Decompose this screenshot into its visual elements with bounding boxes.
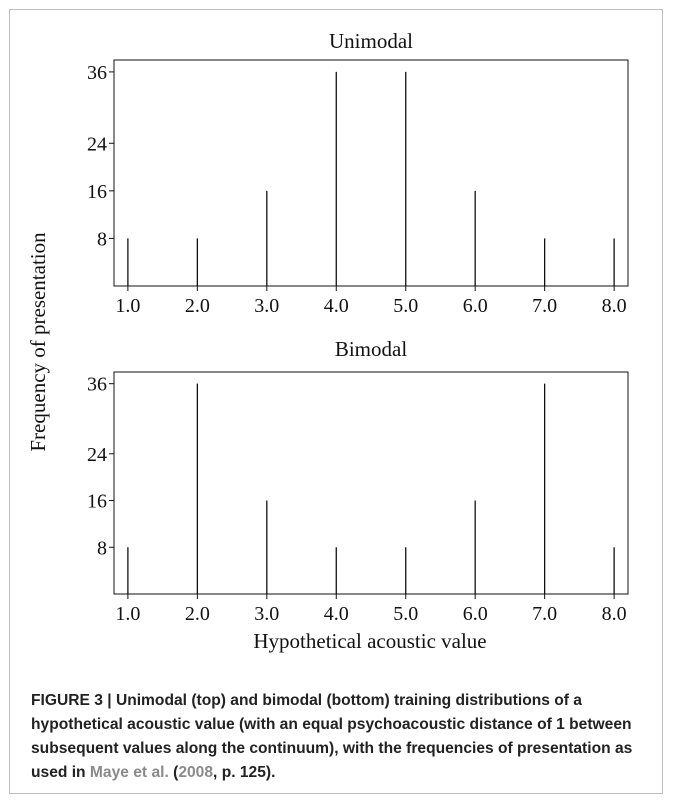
bimodal-y-tick-label: 8 — [97, 537, 107, 559]
unimodal-y-tick-label: 24 — [87, 133, 107, 155]
unimodal-y-tick-label: 8 — [97, 228, 107, 250]
bimodal-panel: Bimodal 8 16 24 36 1.0 2.0 3.0 4.0 5.0 6.0 7.0 8.0 — [87, 337, 629, 625]
unimodal-plot-frame — [113, 59, 629, 287]
x-axis-label: Hypothetical acoustic value — [253, 629, 486, 653]
bimodal-title: Bimodal — [335, 337, 407, 361]
citation-link[interactable]: Maye et al. — [89, 764, 169, 781]
bimodal-x-tick-label: 2.0 — [185, 603, 210, 625]
unimodal-title: Unimodal — [329, 29, 413, 53]
bimodal-y-tick-label: 16 — [87, 491, 107, 513]
bimodal-x-tick-label: 1.0 — [115, 603, 140, 625]
bimodal-y-tick-label: 36 — [87, 374, 107, 396]
bimodal-x-tick-label: 7.0 — [532, 603, 557, 625]
unimodal-x-tick-label: 2.0 — [185, 295, 210, 317]
unimodal-x-tick-label: 6.0 — [463, 295, 488, 317]
bimodal-x-tick-label: 8.0 — [602, 603, 627, 625]
unimodal-x-tick-label: 5.0 — [393, 295, 418, 317]
unimodal-x-tick-label: 7.0 — [532, 295, 557, 317]
unimodal-panel: Unimodal 8 16 24 36 1.0 2.0 3.0 4.0 5.0 6.0 7.0 8.0 — [87, 29, 629, 317]
caption-suffix: , p. 125). — [213, 764, 276, 781]
unimodal-x-tick-label: 8.0 — [602, 295, 627, 317]
unimodal-x-tick-label: 4.0 — [324, 295, 349, 317]
bimodal-x-tick-label: 3.0 — [254, 603, 279, 625]
unimodal-x-tick-label: 3.0 — [254, 295, 279, 317]
bimodal-x-tick-label: 5.0 — [393, 603, 418, 625]
unimodal-y-tick-label: 36 — [87, 62, 107, 84]
y-axis-label: Frequency of presentation — [26, 232, 50, 452]
unimodal-x-tick-label: 1.0 — [115, 295, 140, 317]
bimodal-plot-frame — [113, 371, 629, 595]
figure-caption: FIGURE 3 | Unimodal (top) and bimodal (b… — [31, 689, 651, 785]
bimodal-x-tick-label: 4.0 — [324, 603, 349, 625]
caption-paren: ( — [168, 764, 179, 781]
citation-year-link[interactable]: 2008 — [178, 764, 214, 781]
bimodal-x-tick-label: 6.0 — [463, 603, 488, 625]
caption-text: FIGURE 3 | Unimodal (top) and bimodal (b… — [31, 692, 633, 781]
bimodal-y-tick-label: 24 — [87, 444, 107, 466]
unimodal-y-tick-label: 16 — [87, 181, 107, 203]
